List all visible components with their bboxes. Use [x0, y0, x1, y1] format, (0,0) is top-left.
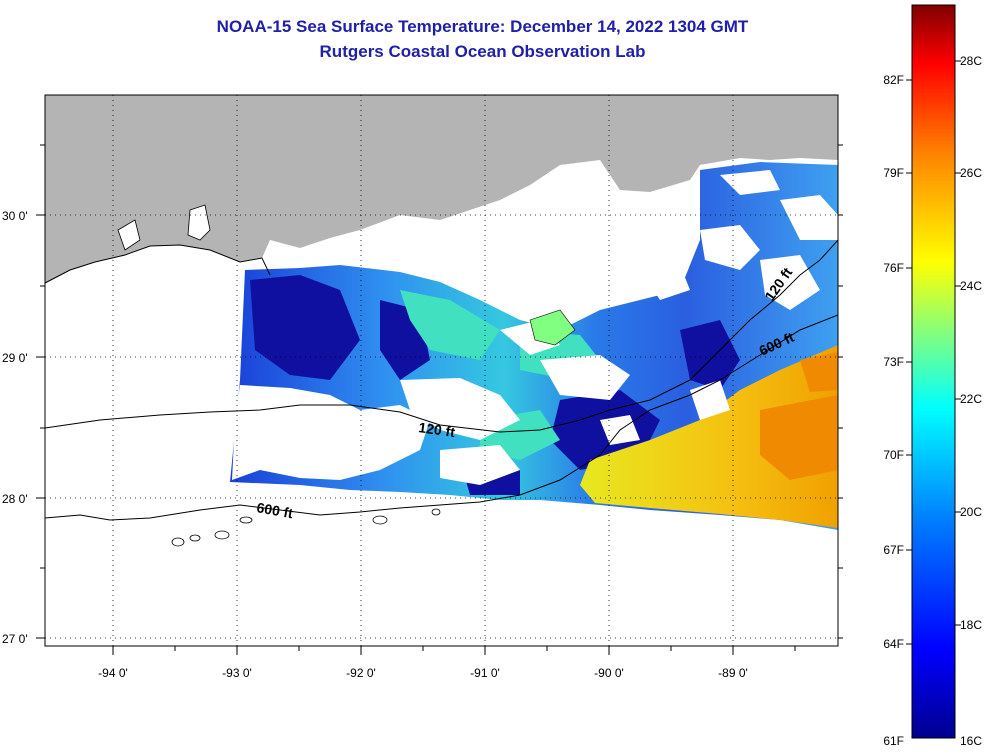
lon-label: -90 0' — [594, 666, 624, 680]
colorbar-label-c: 16C — [960, 734, 982, 748]
colorbar-ticks — [906, 60, 961, 645]
lat-label: 30 0' — [2, 209, 28, 223]
lake-west — [117, 219, 141, 251]
warmest-patches — [760, 352, 838, 480]
lon-label: -91 0' — [470, 666, 500, 680]
title-line-2: Rutgers Coastal Ocean Observation Lab — [319, 42, 646, 61]
map-frame — [44, 94, 839, 647]
title-line-1: NOAA-15 Sea Surface Temperature: Decembe… — [216, 17, 749, 36]
axis-ticks — [36, 144, 843, 655]
colorbar-label-f: 76F — [883, 261, 904, 275]
lon-label: -93 0' — [222, 666, 252, 680]
offshore-banks — [171, 508, 441, 547]
lon-label: -89 0' — [718, 666, 748, 680]
coastline — [45, 244, 271, 284]
cloud-masks — [232, 165, 838, 485]
colorbar-label-f: 82F — [883, 73, 904, 87]
colorbar-label-c: 24C — [960, 279, 982, 293]
lat-label: 27 0' — [2, 632, 28, 646]
warm-water-region — [580, 345, 838, 528]
lon-label: -94 0' — [98, 666, 128, 680]
colorbar-label-f: 61F — [883, 734, 904, 748]
colorbar-label-f: 79F — [883, 166, 904, 180]
colorbar-label-c: 28C — [960, 54, 982, 68]
isobath-120ft — [45, 239, 838, 433]
lake-calcasieu — [187, 204, 211, 241]
land-mass — [45, 95, 838, 283]
colorbar-label-f: 67F — [883, 543, 904, 557]
colorbar-label-c: 26C — [960, 166, 982, 180]
lat-label: 29 0' — [2, 351, 28, 365]
lat-label: 28 0' — [2, 492, 28, 506]
colorbar-label-f: 70F — [883, 448, 904, 462]
colorbar-label-f: 64F — [883, 637, 904, 651]
marsh-fringe — [529, 309, 576, 346]
colorbar-label-c: 20C — [960, 505, 982, 519]
colorbar — [911, 4, 956, 739]
isobath-600ft — [45, 314, 838, 521]
lon-label: -92 0' — [346, 666, 376, 680]
graticule — [45, 95, 838, 646]
contour-label-120ft: 120 ft — [418, 419, 457, 440]
colorbar-label-f: 73F — [883, 355, 904, 369]
contour-label-600ft: 600 ft — [255, 499, 294, 521]
colorbar-label-c: 18C — [960, 618, 982, 632]
colorbar-label-c: 22C — [960, 392, 982, 406]
